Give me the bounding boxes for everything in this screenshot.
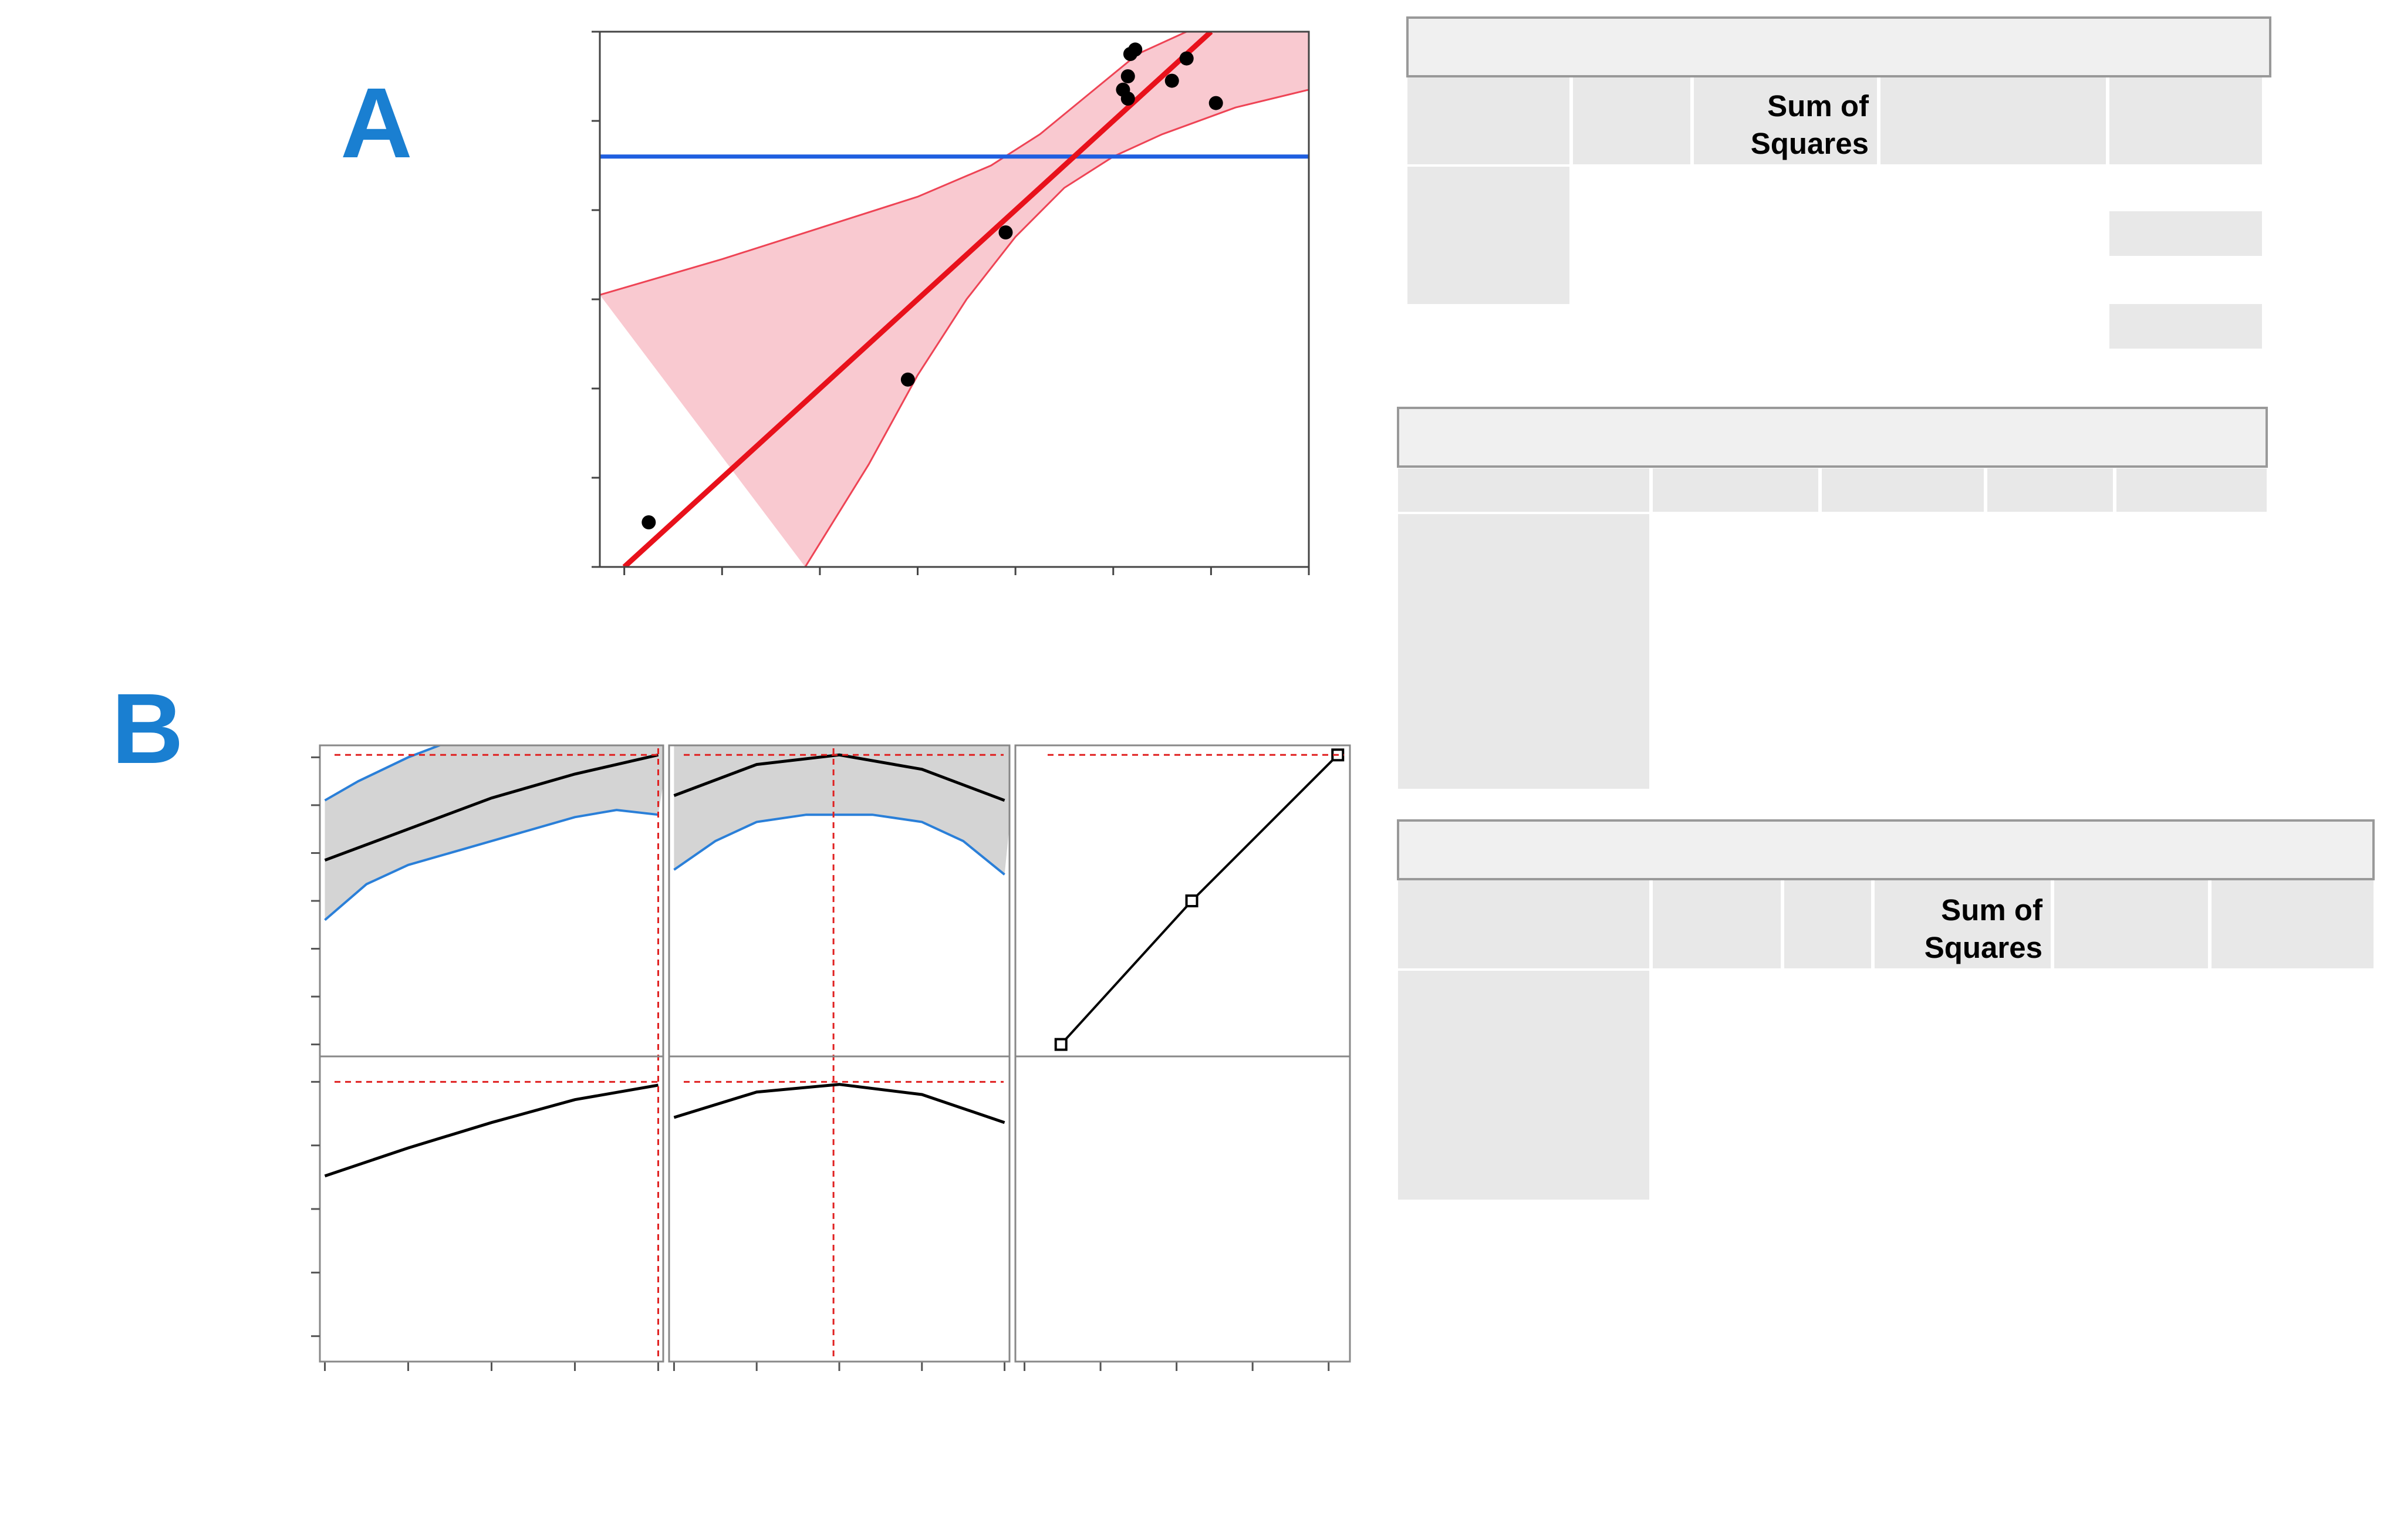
column-header-top: Sum of <box>1767 89 1869 123</box>
table-lack-of-fit: Sum of Squares <box>1406 16 2271 349</box>
confidence-band <box>600 32 1309 567</box>
profiler-cell-frame <box>319 1055 664 1363</box>
desirability-handle-1 <box>1054 1038 1068 1051</box>
panel-label-b: B <box>112 673 184 785</box>
desirability-function-line <box>1060 754 1339 1045</box>
column-header-top: Sum of <box>1941 893 2043 927</box>
ci-upper-curve <box>324 745 443 802</box>
data-point-8 <box>1128 42 1143 57</box>
data-point-2 <box>900 372 915 387</box>
data-point-1 <box>642 515 656 529</box>
column-header-bottom: Squares <box>1751 127 1869 160</box>
data-point-5 <box>1120 92 1135 106</box>
source-column-bg <box>1398 971 1649 1200</box>
prob-f-header-bg <box>2109 211 2262 256</box>
header-cell-bg <box>1398 468 1649 512</box>
table-title-bar <box>1406 16 2271 77</box>
table-effect-tests: Sum of Squares <box>1397 819 2375 1200</box>
source-column-bg <box>1398 514 1649 789</box>
header-cell-bg <box>1875 880 2051 968</box>
confidence-band-0 <box>325 745 663 920</box>
data-point-6 <box>1120 69 1135 83</box>
header-cell-bg <box>1987 468 2113 512</box>
header-cell-bg <box>2212 880 2374 968</box>
header-cell-bg <box>2109 77 2262 164</box>
header-cell-bg <box>1398 880 1649 968</box>
panel-label-a: A <box>340 67 413 179</box>
confidence-band-1 <box>674 745 1010 875</box>
tp-prediction-curve <box>324 753 659 862</box>
source-column-bg <box>1407 167 1569 304</box>
column-header-bottom: Squares <box>1925 931 2042 964</box>
header-cell-bg <box>1694 77 1877 164</box>
table-title-bar <box>1397 819 2375 880</box>
header-cell-bg <box>1407 77 1569 164</box>
data-point-3 <box>998 225 1013 239</box>
ci-lower-curve <box>324 809 659 921</box>
desirability-curve <box>673 1083 1005 1124</box>
desirability-handle-2 <box>1185 894 1198 907</box>
data-point-9 <box>1164 73 1179 88</box>
header-cell-bg <box>1822 468 1984 512</box>
statistics-tables: Sum of Squares Sum of Squares <box>1397 16 2375 1200</box>
ci-upper-curve <box>674 719 1004 728</box>
header-cell-bg <box>2116 468 2267 512</box>
confidence-lower-line <box>804 89 1309 567</box>
tp-prediction-curve <box>673 753 1005 802</box>
chart-a-actual-by-predicted <box>592 31 1310 575</box>
header-cell-bg <box>1653 880 1781 968</box>
header-cell-bg <box>1880 77 2106 164</box>
profiler-cell-frame <box>668 1055 1011 1363</box>
confidence-upper-line <box>600 32 1187 296</box>
max-rsq-header-bg <box>2109 304 2262 349</box>
header-cell-bg <box>1653 468 1818 512</box>
data-point-11 <box>1208 96 1223 110</box>
profiler-cell-frame <box>1014 1055 1351 1363</box>
data-point-10 <box>1179 51 1194 66</box>
table-title-bar <box>1397 407 2268 468</box>
ci-lower-curve <box>673 813 1005 876</box>
header-cell-bg <box>1573 77 1690 164</box>
fit-line <box>622 32 1213 567</box>
table-parameter-estimates <box>1397 407 2268 789</box>
desirability-curve <box>324 1083 659 1178</box>
header-cell-bg <box>2054 880 2208 968</box>
header-cell-bg <box>1784 880 1871 968</box>
chart-b-prediction-profiler <box>311 719 1351 1371</box>
